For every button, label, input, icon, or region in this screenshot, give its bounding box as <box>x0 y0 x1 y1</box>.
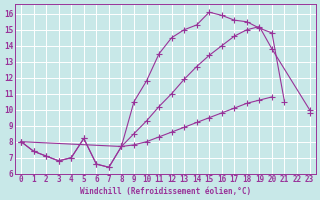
X-axis label: Windchill (Refroidissement éolien,°C): Windchill (Refroidissement éolien,°C) <box>80 187 251 196</box>
